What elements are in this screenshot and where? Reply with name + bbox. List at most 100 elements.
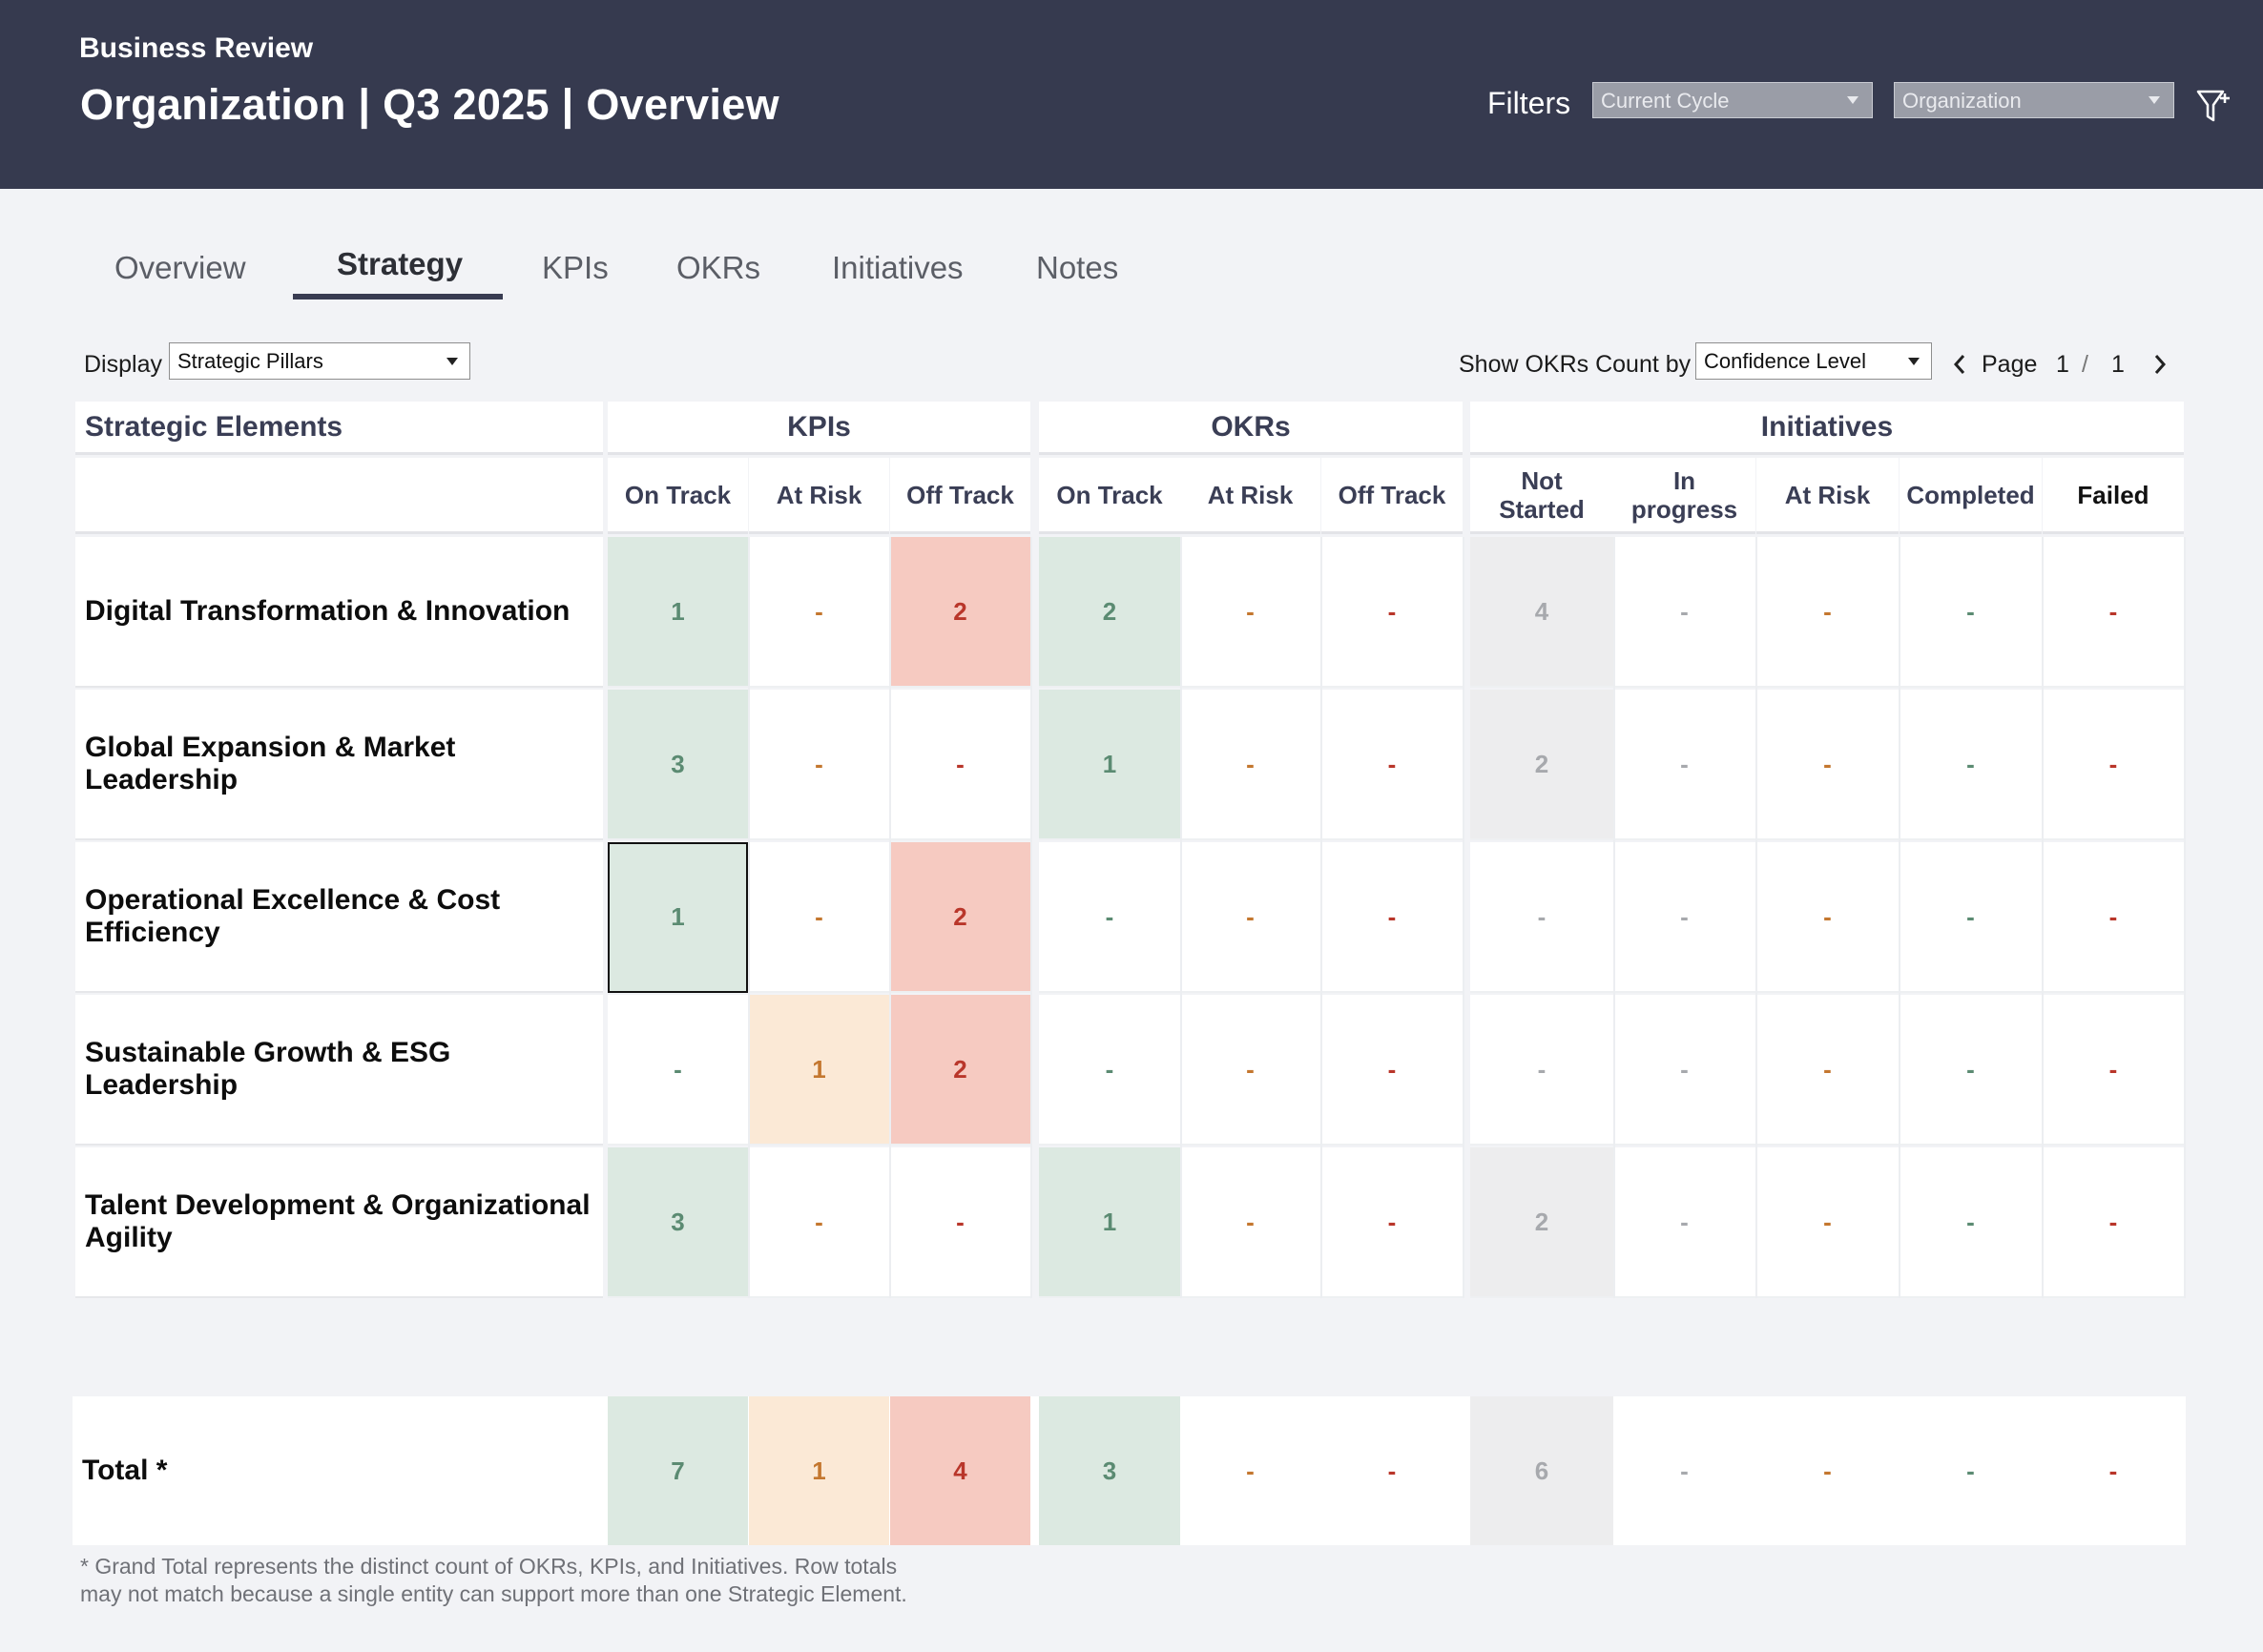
- column-header[interactable]: On Track: [608, 458, 748, 534]
- total-cell[interactable]: 3: [1039, 1396, 1180, 1545]
- group-header-kpis: KPIs: [608, 402, 1030, 455]
- table-cell[interactable]: -: [1180, 995, 1320, 1146]
- tab-strategy[interactable]: Strategy: [337, 246, 464, 281]
- display-dropdown[interactable]: Strategic Pillars: [169, 342, 470, 380]
- column-divider: [1613, 537, 1615, 1298]
- total-cell[interactable]: 1: [749, 1396, 889, 1545]
- table-cell[interactable]: -: [1180, 842, 1320, 993]
- table-cell[interactable]: -: [2043, 690, 2184, 840]
- table-cell[interactable]: -: [1180, 1147, 1320, 1298]
- tab-overview[interactable]: Overview: [114, 250, 246, 285]
- column-header[interactable]: At Risk: [749, 458, 889, 534]
- table-cell[interactable]: -: [1900, 995, 2042, 1146]
- table-cell[interactable]: -: [1900, 537, 2042, 688]
- app-header: Business Review Organization | Q3 2025 |…: [0, 0, 2263, 189]
- table-cell[interactable]: -: [1756, 842, 1899, 993]
- table-cell[interactable]: -: [1039, 995, 1180, 1146]
- table-cell[interactable]: 1: [749, 995, 889, 1146]
- table-cell[interactable]: -: [1613, 1147, 1755, 1298]
- table-cell[interactable]: -: [2043, 537, 2184, 688]
- table-cell[interactable]: -: [1900, 842, 2042, 993]
- table-cell[interactable]: -: [1039, 842, 1180, 993]
- total-cell[interactable]: 4: [890, 1396, 1030, 1545]
- column-header[interactable]: In progress: [1613, 458, 1755, 534]
- total-cell[interactable]: -: [2043, 1396, 2184, 1545]
- table-cell[interactable]: -: [1900, 1147, 2042, 1298]
- table-cell[interactable]: -: [1470, 842, 1613, 993]
- column-header[interactable]: Completed: [1900, 458, 2042, 534]
- table-cell[interactable]: -: [1321, 537, 1463, 688]
- tab-notes[interactable]: Notes: [1036, 250, 1119, 285]
- cycle-filter-dropdown[interactable]: Current Cycle: [1592, 82, 1873, 118]
- table-cell[interactable]: 3: [608, 1147, 748, 1298]
- tab-initiatives[interactable]: Initiatives: [832, 250, 964, 285]
- table-cell[interactable]: -: [1613, 995, 1755, 1146]
- table-cell[interactable]: -: [1756, 1147, 1899, 1298]
- table-cell[interactable]: 2: [1470, 690, 1613, 840]
- row-label: Talent Development & Organizational Agil…: [75, 1147, 603, 1298]
- column-header[interactable]: On Track: [1039, 458, 1180, 534]
- table-cell[interactable]: -: [749, 690, 889, 840]
- total-cell[interactable]: -: [1756, 1396, 1899, 1545]
- tab-kpis[interactable]: KPIs: [542, 250, 609, 285]
- okr-count-dropdown[interactable]: Confidence Level: [1695, 342, 1932, 380]
- header-subtitle: Business Review: [79, 32, 314, 64]
- table-cell[interactable]: 2: [890, 842, 1030, 993]
- table-cell[interactable]: -: [1756, 995, 1899, 1146]
- table-cell[interactable]: -: [749, 842, 889, 993]
- table-cell[interactable]: -: [1321, 995, 1463, 1146]
- chevron-down-icon: [446, 358, 458, 365]
- table-cell[interactable]: -: [1180, 690, 1320, 840]
- table-cell[interactable]: 4: [1470, 537, 1613, 688]
- table-cell[interactable]: 3: [608, 690, 748, 840]
- table-cell[interactable]: -: [2043, 1147, 2184, 1298]
- column-header[interactable]: At Risk: [1756, 458, 1899, 534]
- table-cell[interactable]: 1: [1039, 690, 1180, 840]
- filter-funnel-icon[interactable]: [2196, 88, 2232, 126]
- table-cell[interactable]: -: [2043, 842, 2184, 993]
- table-cell[interactable]: -: [1756, 537, 1899, 688]
- column-header[interactable]: At Risk: [1180, 458, 1320, 534]
- table-cell[interactable]: 2: [890, 995, 1030, 1146]
- table-cell[interactable]: 1: [608, 537, 748, 688]
- table-cell[interactable]: -: [749, 537, 889, 688]
- chevron-left-icon[interactable]: [1952, 353, 1967, 376]
- table-cell[interactable]: -: [1756, 690, 1899, 840]
- table-cell[interactable]: -: [1900, 690, 2042, 840]
- table-cell[interactable]: -: [890, 1147, 1030, 1298]
- table-cell[interactable]: -: [1613, 842, 1755, 993]
- total-cell[interactable]: -: [1180, 1396, 1320, 1545]
- column-header[interactable]: Failed: [2043, 458, 2184, 534]
- table-cell[interactable]: -: [1470, 995, 1613, 1146]
- table-cell[interactable]: 2: [890, 537, 1030, 688]
- table-cell[interactable]: -: [1321, 1147, 1463, 1298]
- table-cell[interactable]: -: [749, 1147, 889, 1298]
- total-row-label: Total *: [73, 1396, 600, 1545]
- table-cell[interactable]: -: [890, 690, 1030, 840]
- total-cell[interactable]: -: [1613, 1396, 1755, 1545]
- column-header[interactable]: Off Track: [1321, 458, 1463, 534]
- table-cell[interactable]: -: [2043, 995, 2184, 1146]
- table-cell[interactable]: -: [1613, 690, 1755, 840]
- table-cell[interactable]: -: [1321, 690, 1463, 840]
- table-cell[interactable]: 1: [1039, 1147, 1180, 1298]
- total-cell[interactable]: -: [1900, 1396, 2042, 1545]
- table-cell[interactable]: 2: [1039, 537, 1180, 688]
- table-cell[interactable]: -: [1180, 537, 1320, 688]
- tab-okrs[interactable]: OKRs: [676, 250, 761, 285]
- table-cell[interactable]: 2: [1470, 1147, 1613, 1298]
- table-cell[interactable]: 1: [608, 842, 748, 993]
- cycle-filter-value: Current Cycle: [1601, 89, 1730, 113]
- total-cell[interactable]: 7: [608, 1396, 748, 1545]
- chevron-right-icon[interactable]: [2152, 353, 2168, 376]
- column-divider: [2184, 537, 2186, 1298]
- organization-filter-dropdown[interactable]: Organization: [1894, 82, 2174, 118]
- table-cell[interactable]: -: [608, 995, 748, 1146]
- table-cell[interactable]: -: [1613, 537, 1755, 688]
- footnote: * Grand Total represents the distinct co…: [80, 1553, 907, 1608]
- column-header[interactable]: Not Started: [1470, 458, 1613, 534]
- table-cell[interactable]: -: [1321, 842, 1463, 993]
- total-cell[interactable]: -: [1321, 1396, 1463, 1545]
- total-cell[interactable]: 6: [1470, 1396, 1613, 1545]
- column-header[interactable]: Off Track: [890, 458, 1030, 534]
